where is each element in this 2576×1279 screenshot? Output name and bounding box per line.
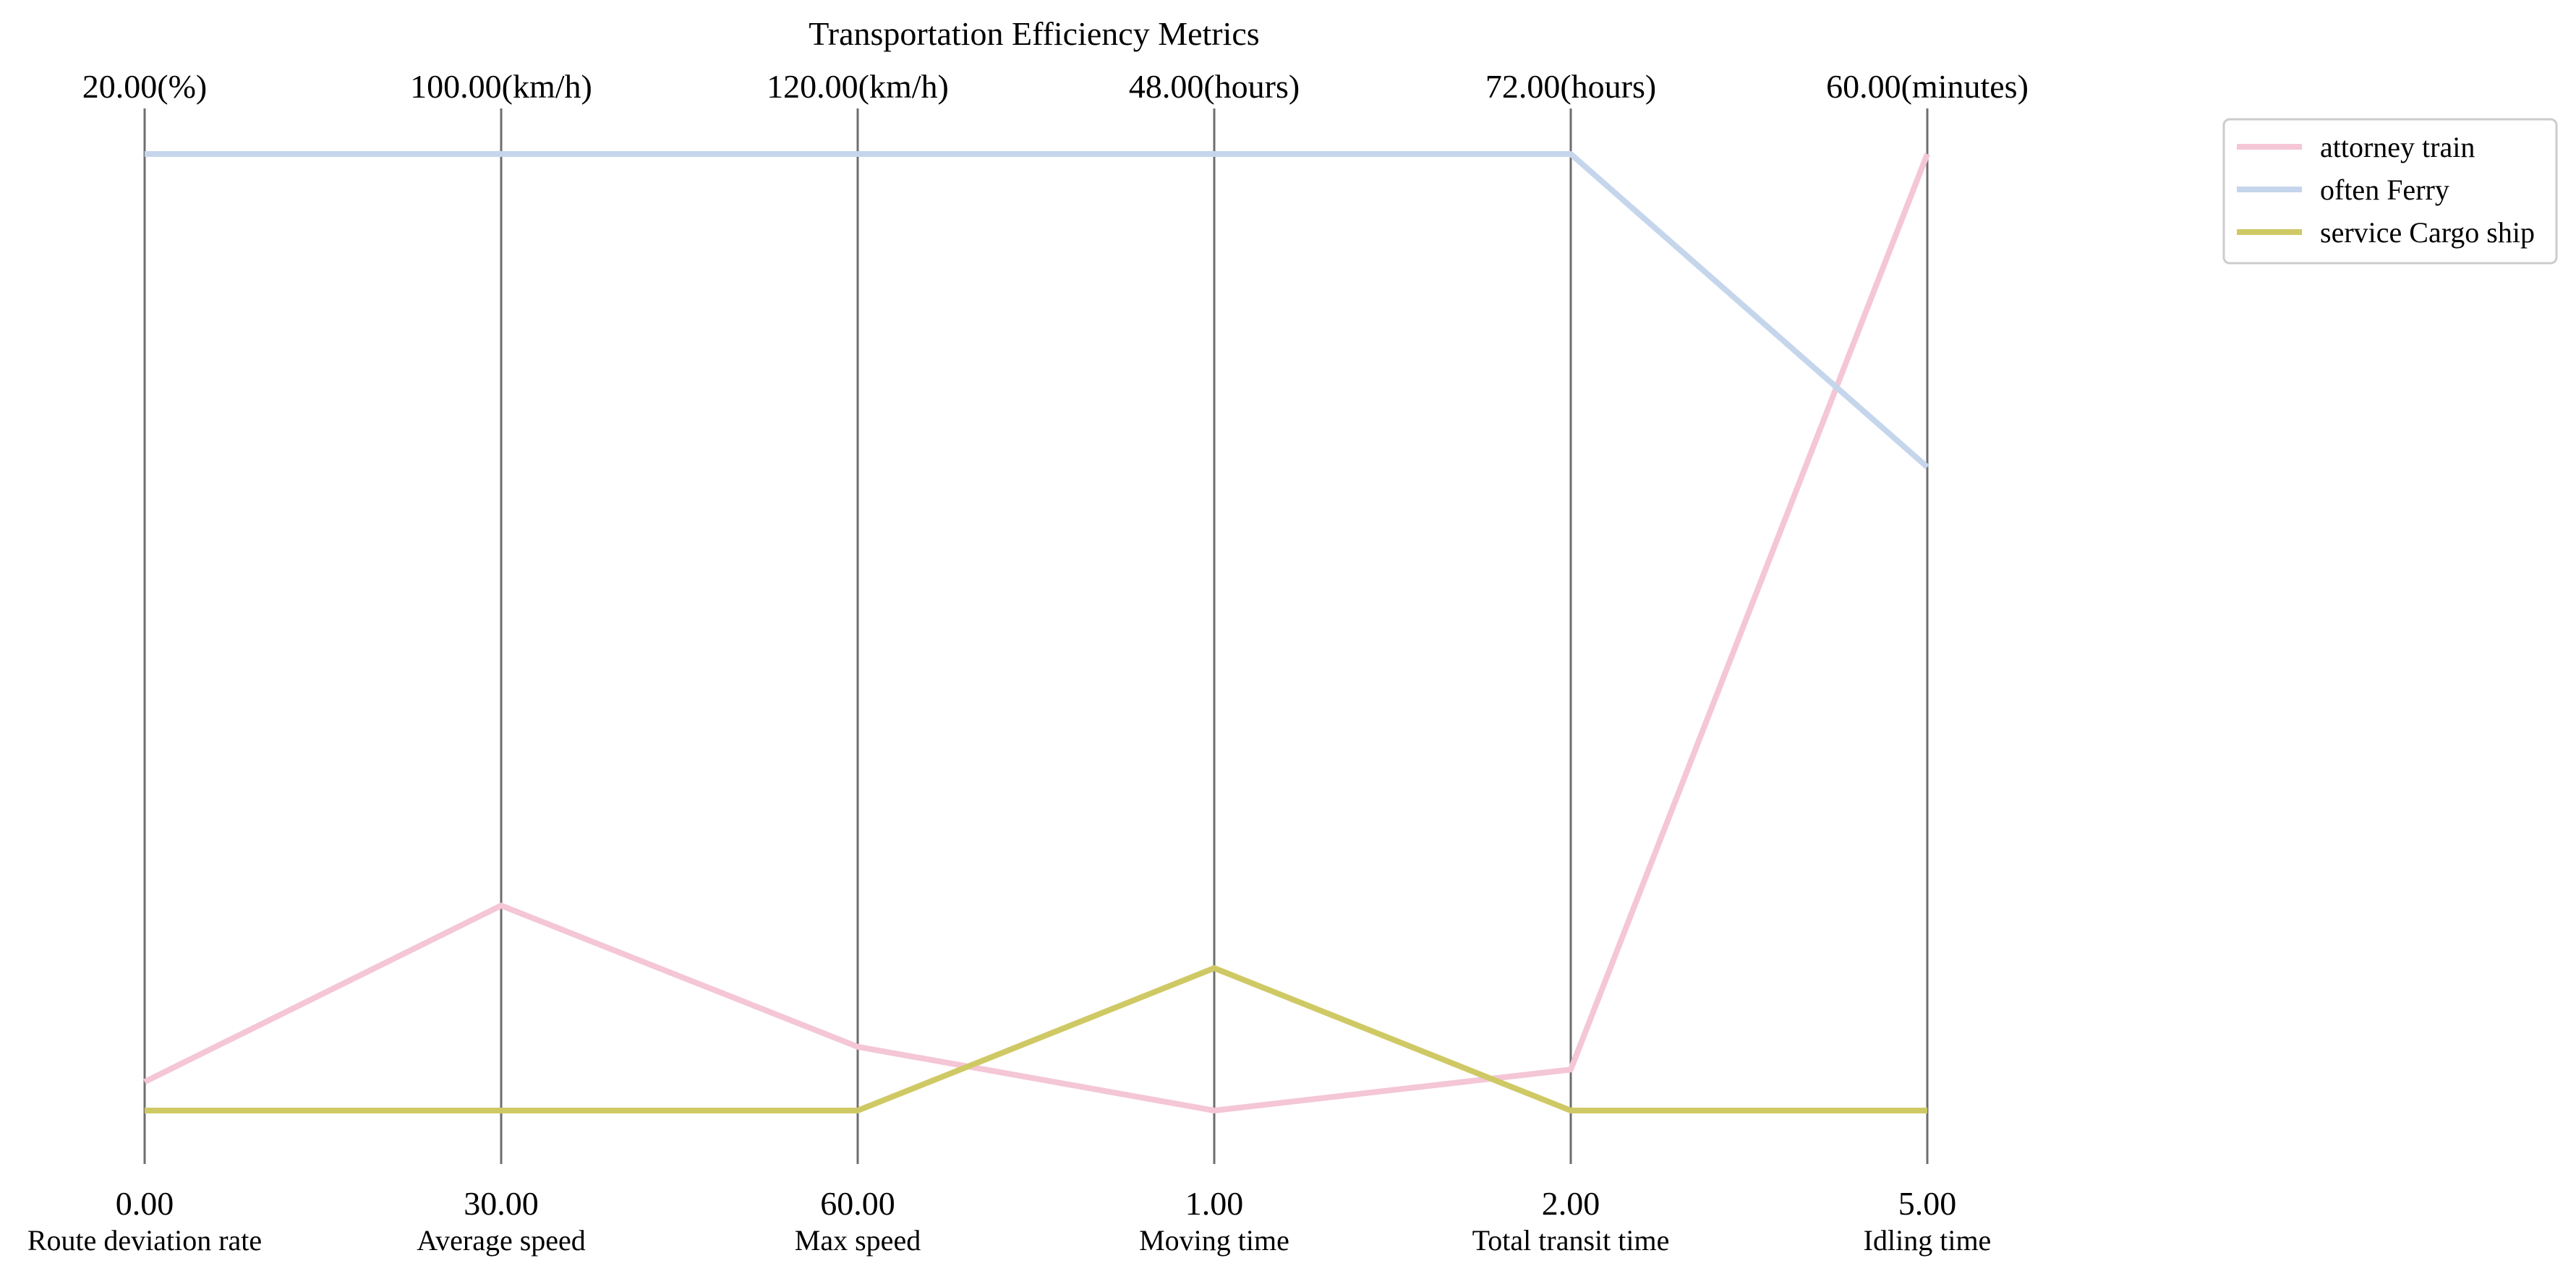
series-line: [145, 965, 1927, 1113]
legend: attorney train often Ferry service Cargo s…: [2222, 118, 2558, 265]
axis-title: Idling time: [1864, 1224, 1992, 1257]
axis-max-label: 120.00(km/h): [767, 68, 949, 105]
axis-min-label: 60.00: [820, 1185, 895, 1222]
legend-label: service Cargo ship: [2320, 216, 2535, 249]
axis-max-label: 72.00(hours): [1485, 68, 1656, 105]
axis-title: Average speed: [417, 1224, 586, 1257]
legend-box: [2222, 118, 2558, 265]
axis-min-label: 5.00: [1898, 1185, 1957, 1222]
axis-title: Route deviation rate: [27, 1224, 262, 1257]
legend-label: often Ferry: [2320, 174, 2449, 206]
axis-max-label: 48.00(hours): [1129, 68, 1300, 105]
series-layer: [143, 151, 1930, 1113]
legend-label: attorney train: [2320, 131, 2475, 163]
series-line: [143, 153, 1930, 1113]
axis-max-label: 60.00(minutes): [1826, 68, 2029, 105]
axis-min-label: 30.00: [464, 1185, 539, 1222]
axis-max-label: 20.00(%): [82, 68, 207, 105]
axis-title: Moving time: [1139, 1224, 1289, 1257]
axis-max-label: 100.00(km/h): [410, 68, 592, 105]
axis-min-label: 0.00: [116, 1185, 174, 1222]
axis-min-label: 1.00: [1185, 1185, 1244, 1222]
axes-layer: [143, 108, 1929, 1164]
axis-title: Total transit time: [1472, 1224, 1670, 1257]
chart-title: Transportation Efficiency Metrics: [809, 15, 1259, 52]
axis-min-label: 2.00: [1542, 1185, 1600, 1222]
axis-title: Max speed: [795, 1224, 921, 1257]
series-line: [145, 151, 1929, 470]
